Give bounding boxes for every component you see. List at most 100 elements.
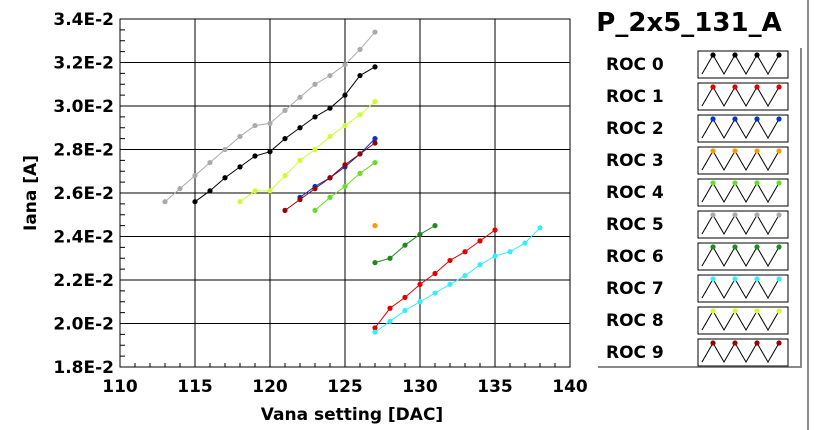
data-point [207, 159, 213, 166]
data-point [192, 199, 198, 205]
data-point [402, 294, 408, 300]
legend-swatch-line [701, 182, 780, 203]
data-point [537, 225, 543, 231]
data-point [252, 153, 258, 159]
data-point [207, 188, 213, 194]
data-point [417, 231, 423, 237]
data-point [462, 273, 468, 279]
series-roc-1 [372, 227, 498, 331]
data-point [192, 173, 198, 179]
data-point [342, 62, 348, 68]
data-point [237, 164, 243, 170]
legend-swatch-line [701, 342, 780, 363]
legend-label: ROC 2 [606, 119, 664, 139]
x-tick-label: 140 [552, 377, 588, 397]
legend-swatch-marker [754, 276, 760, 282]
data-point [342, 92, 348, 98]
data-point [522, 240, 528, 246]
legend-swatch-line [701, 150, 780, 171]
data-point [327, 105, 333, 111]
legend-swatch-line [701, 214, 780, 235]
legend-swatch-marker [732, 116, 738, 122]
legend-swatch-marker [732, 180, 738, 186]
legend-swatch-marker [710, 340, 716, 346]
data-point [312, 207, 318, 213]
data-point [357, 112, 363, 118]
data-point [282, 207, 288, 213]
data-point [312, 146, 318, 153]
data-point [387, 318, 393, 324]
data-point [297, 157, 303, 163]
y-tick-label: 2.2E-2 [53, 271, 114, 291]
legend-swatch-marker [776, 180, 782, 186]
data-point [237, 199, 243, 205]
y-tick-label: 2.0E-2 [53, 315, 114, 335]
data-point [297, 125, 303, 131]
chart-title: P_2x5_131_A [596, 8, 781, 38]
data-point [372, 136, 378, 142]
data-point [387, 305, 393, 311]
legend-label: ROC 1 [606, 87, 664, 107]
series-roc-0 [192, 64, 378, 205]
legend-swatch-marker [710, 84, 716, 90]
legend-swatch-marker [710, 308, 716, 314]
data-point [282, 107, 288, 113]
legend-swatch-marker [754, 308, 760, 314]
data-point [357, 46, 363, 53]
data-point [342, 122, 348, 129]
data-point [252, 188, 258, 194]
legend-swatch-marker [776, 116, 782, 122]
y-tick-label: 3.2E-2 [53, 54, 114, 74]
x-tick-label: 135 [477, 377, 513, 397]
x-tick-label: 120 [252, 377, 288, 397]
legend-swatch-marker [776, 244, 782, 250]
series-roc-4 [312, 159, 378, 213]
data-point [447, 281, 453, 287]
series-line [239, 101, 376, 203]
x-tick-label: 115 [177, 377, 213, 397]
x-axis-label: Vana setting [DAC] [261, 405, 443, 425]
y-tick-label: 2.8E-2 [53, 141, 114, 161]
series-roc-5 [162, 29, 378, 205]
legend-swatch-marker [710, 212, 716, 218]
data-point [312, 114, 318, 120]
legend-swatch-marker [710, 180, 716, 186]
data-point [372, 325, 378, 331]
data-point [417, 281, 423, 287]
legend-swatch-marker [776, 212, 782, 218]
data-point [267, 149, 273, 155]
data-point [492, 227, 498, 233]
legend-swatch-marker [710, 116, 716, 122]
legend-swatch-marker [776, 340, 782, 346]
legend-label: ROC 8 [606, 311, 664, 331]
legend-label: ROC 0 [606, 55, 664, 75]
legend-swatch-line [701, 86, 780, 107]
legend-swatch-line [701, 310, 780, 331]
legend-swatch-marker [732, 148, 738, 154]
data-point [432, 290, 438, 296]
legend-label: ROC 5 [606, 215, 664, 235]
data-point [372, 140, 378, 146]
data-point [282, 173, 288, 179]
legend-swatch-marker [754, 148, 760, 154]
data-point [387, 255, 393, 261]
legend-swatch-marker [754, 212, 760, 218]
legend-label: ROC 9 [606, 343, 664, 363]
legend-swatch-marker [776, 84, 782, 90]
data-point [177, 186, 183, 192]
data-point [477, 238, 483, 244]
data-point [432, 270, 438, 277]
legend-swatch-marker [710, 52, 716, 58]
data-point [372, 260, 378, 266]
legend-swatch-marker [754, 84, 760, 90]
data-point [312, 81, 318, 87]
legend-swatch-marker [776, 308, 782, 314]
legend-swatch-marker [754, 340, 760, 346]
data-point [507, 249, 513, 255]
data-point [327, 72, 333, 79]
data-point [237, 133, 243, 140]
data-point [327, 175, 333, 181]
legend-label: ROC 6 [606, 247, 664, 267]
legend-swatch-marker [732, 52, 738, 58]
